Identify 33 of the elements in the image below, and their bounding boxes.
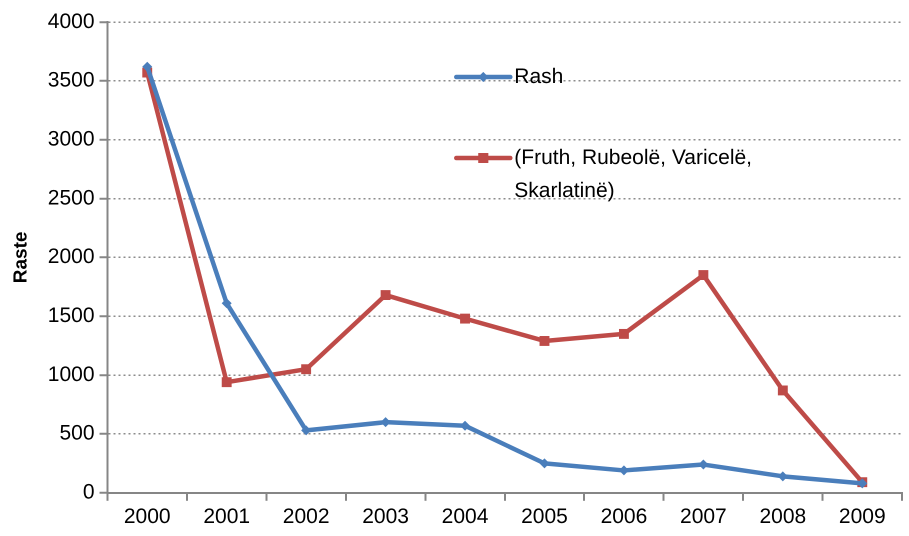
x-tick-label: 2001 — [203, 505, 250, 528]
y-tick-label: 0 — [82, 480, 95, 504]
point — [380, 290, 391, 300]
x-tick-label: 2009 — [838, 505, 886, 528]
x-tick-label: 2002 — [282, 505, 330, 528]
point — [778, 385, 788, 396]
x-tick-label: 2000 — [124, 505, 171, 528]
y-tick-label: 2500 — [48, 186, 95, 210]
point — [618, 328, 629, 339]
point — [540, 336, 550, 346]
x-tick-label: 2007 — [680, 505, 727, 528]
point — [460, 420, 470, 431]
y-tick-label: 1500 — [48, 304, 95, 328]
y-axis-title: Raste — [10, 232, 32, 284]
point — [698, 270, 708, 280]
point — [301, 364, 312, 374]
y-tick-label: 3500 — [48, 68, 95, 92]
x-tick-label: 2008 — [759, 505, 806, 528]
y-tick-label: 2000 — [48, 245, 95, 268]
x-tick-label: 2005 — [521, 505, 568, 528]
y-tick-label: 1000 — [48, 362, 95, 386]
x-tick-label: 2006 — [600, 505, 648, 528]
y-tick-label: 3000 — [48, 127, 95, 150]
y-tick-label: 500 — [59, 422, 95, 445]
x-tick-label: 2004 — [442, 505, 489, 528]
x-tick-label: 2003 — [362, 505, 409, 528]
y-tick-label: 4000 — [48, 10, 95, 33]
legend-label: Rash — [514, 64, 564, 88]
legend-label: (Fruth, Rubeolë, Varicelë, Skarlatinë) — [514, 146, 752, 202]
point — [142, 62, 152, 72]
point — [460, 314, 470, 324]
point — [222, 377, 232, 388]
point — [222, 298, 232, 308]
